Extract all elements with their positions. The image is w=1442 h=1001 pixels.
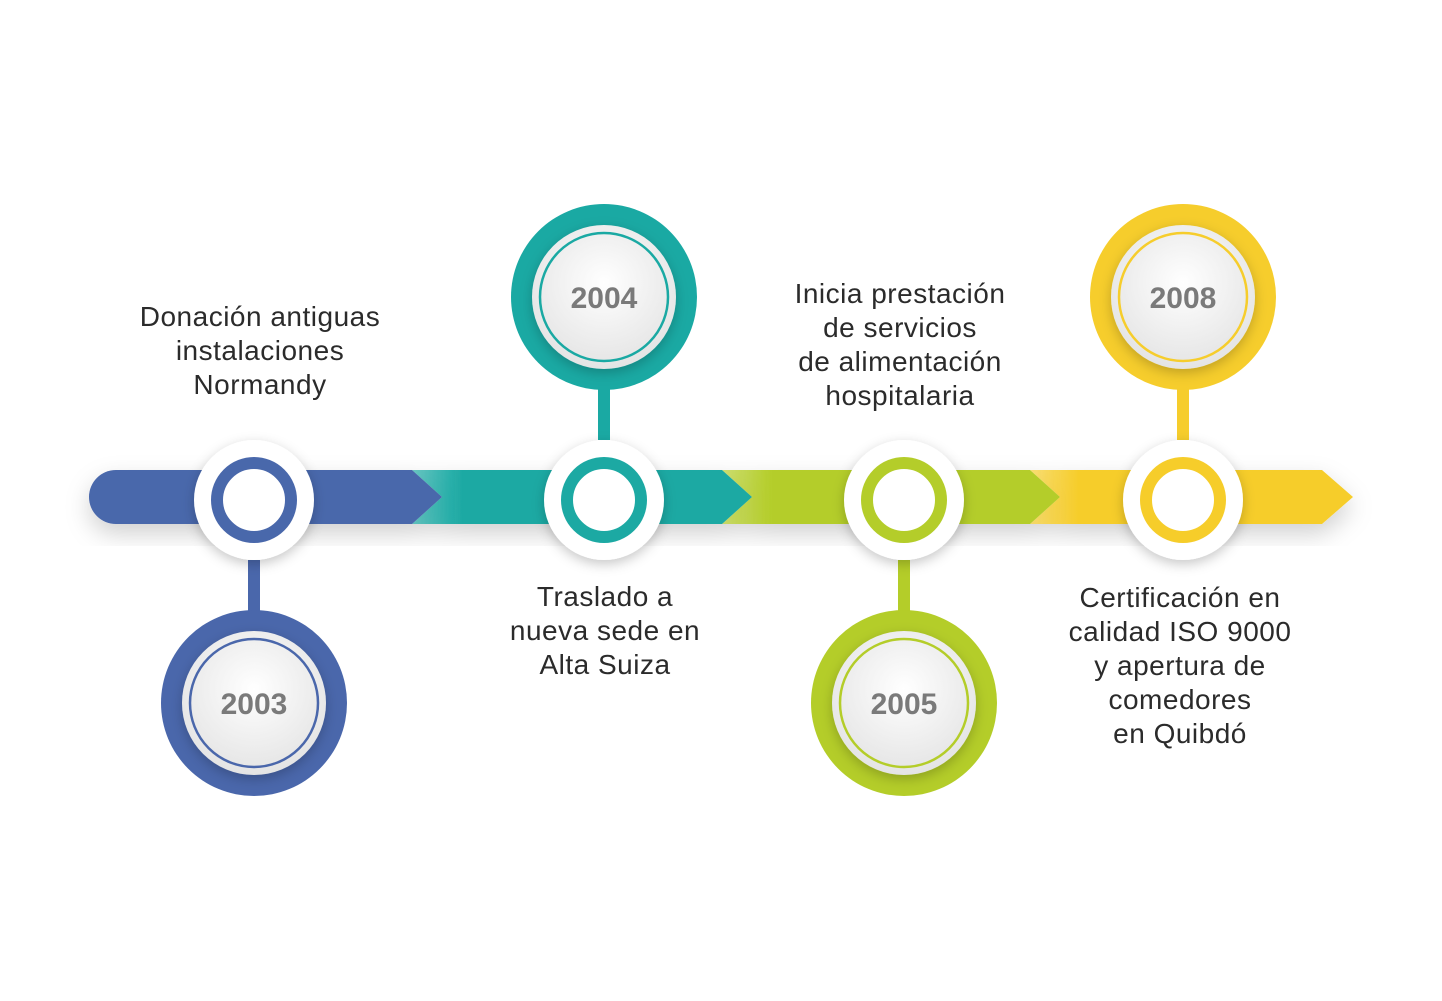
node-2004 [544, 440, 664, 560]
milestone-text-2005: Inicia prestación de servicios de alimen… [794, 278, 1006, 411]
year-badge-2005: 2005 [811, 610, 997, 796]
year-badge-2003: 2003 [161, 610, 347, 796]
year-label-2003: 2003 [221, 688, 288, 721]
year-badge-2008: 2008 [1090, 204, 1276, 390]
connector-2003 [248, 560, 260, 620]
year-badge-2004: 2004 [511, 204, 697, 390]
milestone-text-2003: Donación antiguas instalaciones Normandy [139, 301, 381, 400]
milestone-text-2008: Certificación en calidad ISO 9000 y aper… [1068, 582, 1292, 749]
year-label-2004: 2004 [571, 282, 638, 315]
milestone-text-2004: Traslado a nueva sede en Alta Suiza [509, 581, 701, 680]
connector-2005 [898, 560, 910, 620]
connector-2008 [1177, 380, 1189, 440]
node-2005 [844, 440, 964, 560]
year-label-2005: 2005 [871, 688, 938, 721]
connector-2004 [598, 380, 610, 440]
year-label-2008: 2008 [1150, 282, 1217, 315]
node-2008 [1123, 440, 1243, 560]
node-2003 [194, 440, 314, 560]
